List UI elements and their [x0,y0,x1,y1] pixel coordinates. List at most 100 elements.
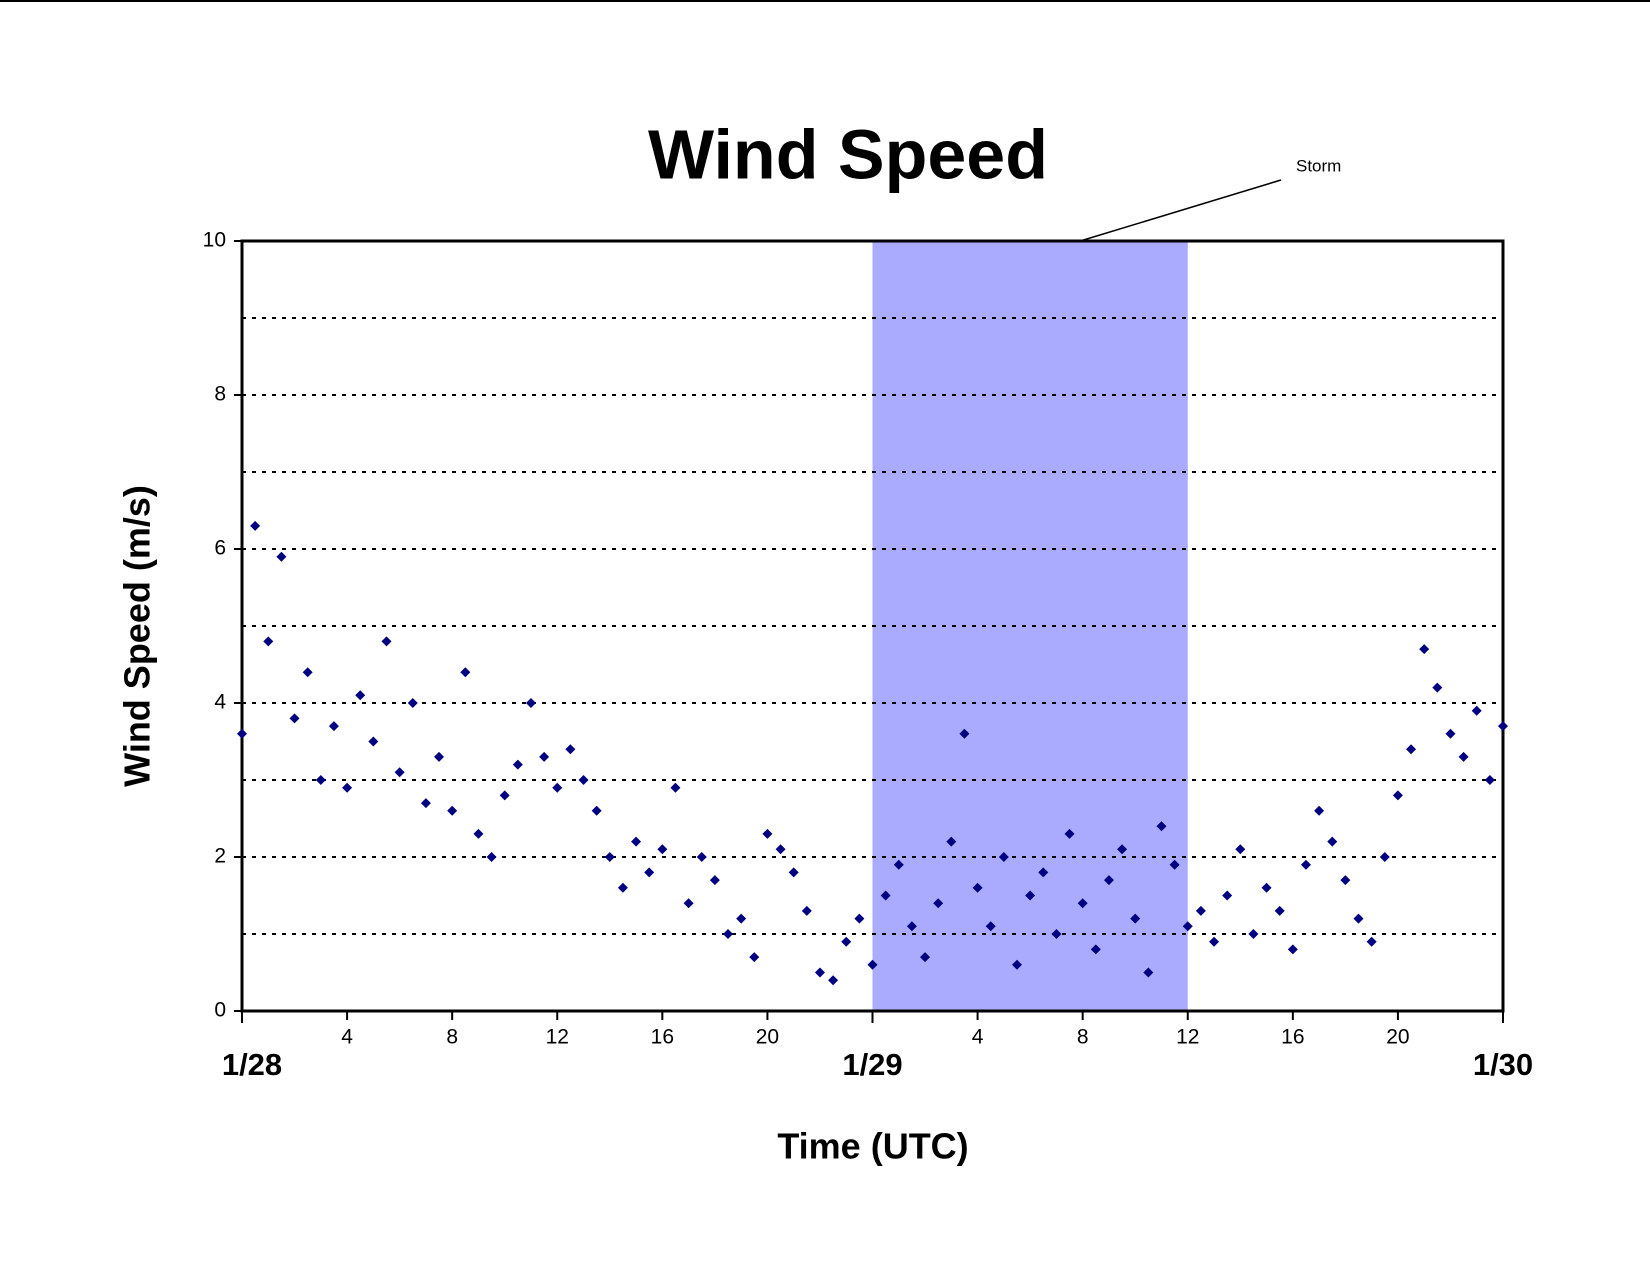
x-tick-label: 4 [972,1026,984,1049]
data-point [539,751,550,762]
data-point [893,859,904,870]
data-point [1445,728,1456,739]
data-point [1156,821,1167,832]
storm-label: Storm [1296,156,1341,175]
x-tick-label: 20 [1386,1026,1409,1049]
data-point [814,967,825,978]
data-point [1025,890,1036,901]
data-point [512,759,523,770]
storm-leader [1079,179,1282,242]
x-tick-label: 16 [1281,1026,1304,1049]
data-point [420,798,431,809]
data-point [1051,929,1062,939]
data-point [1406,744,1417,755]
data-point [289,713,300,724]
data-point [933,898,944,909]
data-point [1314,805,1325,816]
data-point [1011,959,1022,970]
data-point [1484,775,1495,785]
data-point [1471,705,1482,716]
data-point [920,952,931,963]
data-point [683,898,694,909]
data-point [499,790,510,801]
data-point [696,852,707,862]
data-point [394,767,405,778]
data-point [1300,859,1311,870]
data-point [355,690,366,701]
data-point [1064,828,1075,839]
y-axis-label: Wind Speed (m/s) [117,485,158,787]
y-tick-label: 0 [214,999,226,1022]
data-point [657,844,668,855]
data-point [368,736,379,747]
data-point [1117,844,1128,855]
data-point [1248,929,1259,939]
data-point [1353,913,1364,924]
data-point [775,844,786,855]
data-point [1287,944,1298,955]
x-tick-label: 20 [756,1026,779,1049]
data-point [1498,721,1508,732]
data-point [328,721,339,732]
data-point [1327,836,1338,847]
data-point [591,805,602,816]
data-point [1090,944,1101,955]
data-point [985,921,996,932]
date-label: 1/28 [222,1047,282,1082]
data-point [276,551,287,562]
y-tick-label: 10 [203,229,226,252]
data-point [263,636,274,647]
data-point [1038,867,1049,878]
data-point [1392,790,1403,801]
data-point [1340,875,1351,886]
data-point [617,882,628,893]
data-point [1130,913,1141,924]
data-point [473,828,484,839]
x-tick-label: 12 [546,1026,569,1049]
data-point [565,744,576,755]
x-axis-label: Time (UTC) [777,1126,968,1167]
data-point [841,936,852,947]
data-point [460,667,471,678]
data-point [670,782,681,793]
data-point [1103,875,1114,886]
data-point [434,751,445,762]
data-point [1261,882,1272,893]
data-point [486,852,497,862]
data-point [631,836,642,847]
data-point [880,890,891,901]
y-tick-label: 8 [214,383,226,406]
data-point [342,782,353,793]
data-point [1235,844,1246,855]
data-point [1169,859,1180,870]
data-point [736,913,747,924]
data-point [959,728,970,739]
data-point [1143,967,1154,978]
data-point [1195,905,1206,916]
data-point [315,775,326,785]
data-point [644,867,655,878]
data-point [1366,936,1377,947]
data-point [1419,644,1430,655]
date-label: 1/30 [1473,1047,1533,1082]
data-point [1458,751,1469,762]
data-point [867,959,878,970]
chart-title: Wind Speed [648,115,1048,193]
data-point [972,882,983,893]
data-point [749,952,760,963]
data-point [946,836,957,847]
y-tick-label: 2 [214,845,226,868]
data-point [854,913,865,924]
y-tick-label: 6 [214,537,226,560]
data-point [1182,921,1193,932]
x-tick-label: 16 [651,1026,674,1049]
data-point [381,636,392,647]
data-point [1379,852,1390,862]
data-point [237,728,247,739]
data-point [604,852,615,862]
data-point [788,867,799,878]
data-point [1209,936,1220,947]
y-tick-label: 4 [214,691,226,714]
data-point [801,905,812,916]
x-tick-label: 12 [1176,1026,1199,1049]
